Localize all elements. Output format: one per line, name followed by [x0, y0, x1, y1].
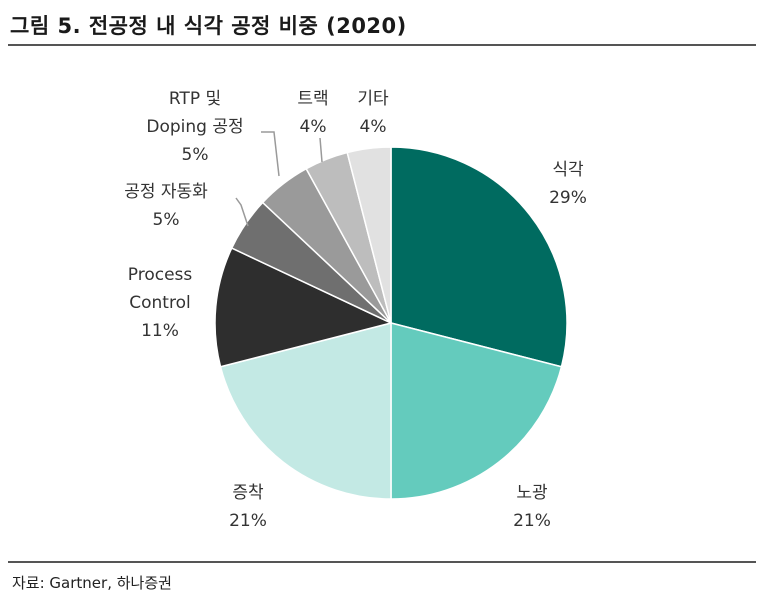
pie-slice-3 — [214, 247, 394, 368]
slice-value-label-1: 21% — [513, 511, 551, 531]
slice-category-label-5: RTP 및 — [169, 89, 221, 109]
slice-value-label-3: 11% — [141, 321, 179, 341]
pie-slice-0 — [390, 146, 568, 368]
leader-line-6 — [319, 137, 323, 163]
slice-category-label-0: 식각 — [552, 160, 584, 180]
slice-value-label-7: 4% — [360, 117, 387, 137]
slice-category-label-5: Doping 공정 — [146, 117, 243, 137]
slice-category-label-7: 기타 — [357, 89, 389, 109]
pie-slice-1 — [390, 322, 563, 500]
slice-value-label-5: 5% — [182, 145, 209, 165]
chart-title: 그림 5. 전공정 내 식각 공정 비중 (2020) — [10, 14, 407, 38]
leader-line-4 — [235, 197, 249, 227]
source-note: 자료: Gartner, 하나증권 — [12, 574, 172, 592]
slice-category-label-2: 증착 — [232, 483, 264, 503]
leader-line-5 — [261, 131, 280, 177]
title-divider — [8, 44, 756, 46]
slice-category-label-1: 노광 — [516, 483, 547, 503]
slice-value-label-4: 5% — [153, 210, 180, 230]
slice-value-label-6: 4% — [300, 117, 327, 137]
slice-category-label-3: Process — [128, 265, 193, 285]
slice-value-label-2: 21% — [229, 511, 267, 531]
pie-slice-7 — [346, 146, 392, 324]
slice-category-label-4: 공정 자동화 — [124, 182, 208, 202]
pie-slice-2 — [219, 322, 392, 500]
slice-value-label-0: 29% — [549, 188, 587, 208]
slice-category-label-3: Control — [129, 293, 190, 313]
source-divider — [8, 561, 756, 563]
slice-category-label-6: 트랙 — [297, 89, 328, 109]
